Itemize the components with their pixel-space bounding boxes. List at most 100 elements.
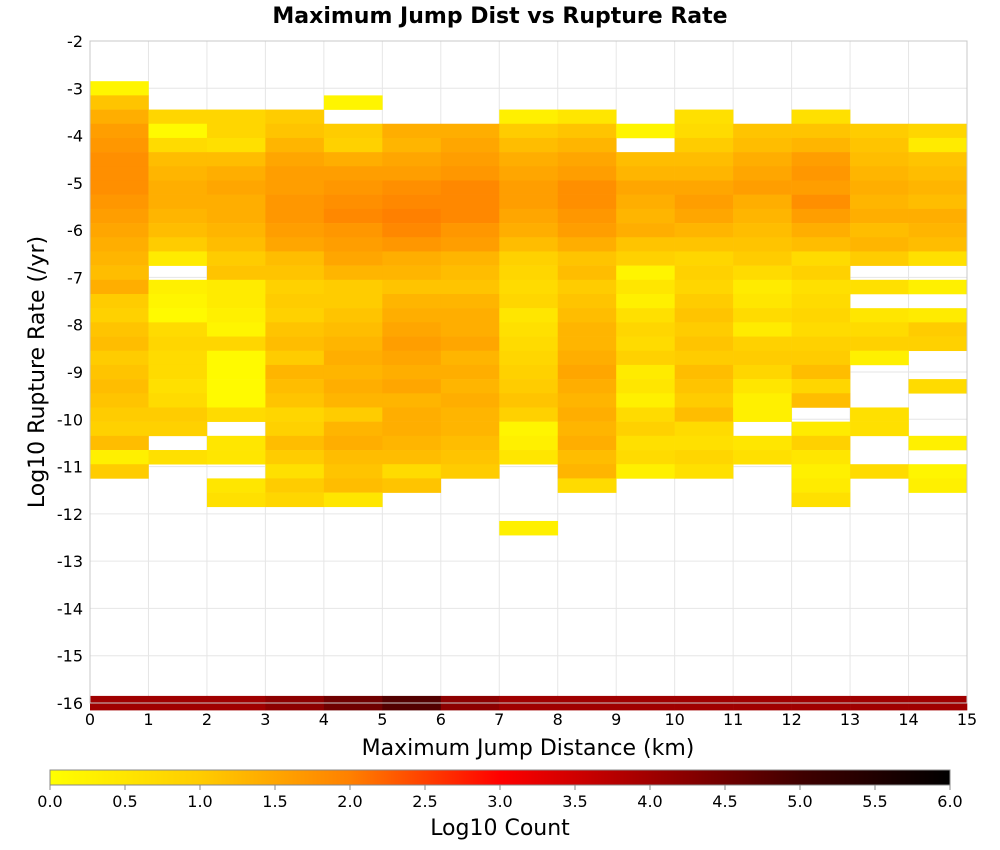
- heatmap-cell: [850, 336, 909, 352]
- heatmap-cell: [791, 279, 851, 295]
- heatmap-cell: [382, 265, 442, 281]
- heatmap-cell: [323, 152, 383, 167]
- heatmap-cell: [616, 123, 675, 139]
- heatmap-cell: [733, 223, 792, 238]
- x-tick-label: 8: [553, 710, 563, 729]
- heatmap-cell: [791, 237, 851, 252]
- heatmap-cell: [733, 265, 792, 281]
- heatmap-cell: [616, 336, 675, 352]
- heatmap-cell: [382, 180, 442, 195]
- colorbar-tick-label: 2.5: [412, 792, 437, 811]
- colorbar-tick-label: 5.0: [787, 792, 812, 811]
- heatmap-cell: [850, 237, 909, 252]
- heatmap-cell: [499, 350, 559, 366]
- heatmap-cell: [90, 109, 149, 125]
- heatmap-cell: [148, 279, 208, 295]
- heatmap-cell: [90, 180, 149, 195]
- heatmap-cell: [908, 223, 968, 238]
- heatmap-cell: [791, 364, 851, 380]
- heatmap-cell: [382, 308, 442, 323]
- colorbar-ticks: 0.0 0.5 1.0 1.5 2.0 2.5 3.0 3.5 4.0 4.5 5.0 5.5 6.0: [37, 785, 963, 811]
- heatmap-cell: [206, 123, 266, 139]
- heatmap-cell: [382, 450, 442, 465]
- colorbar-tick-label: 1.5: [262, 792, 287, 811]
- heatmap-cell: [382, 350, 442, 366]
- heatmap-cell: [791, 464, 851, 479]
- heatmap-cell: [557, 123, 617, 139]
- heatmap-cell: [908, 123, 968, 139]
- colorbar-label: Log10 Count: [430, 816, 570, 841]
- heatmap-cell: [323, 166, 383, 181]
- heatmap-cell: [674, 279, 734, 295]
- heatmap-cells: [90, 81, 968, 711]
- heatmap-cell: [148, 237, 208, 252]
- heatmap-cell: [382, 208, 442, 224]
- heatmap-cell: [440, 237, 500, 252]
- heatmap-cell: [674, 152, 734, 167]
- heatmap-cell: [616, 322, 675, 337]
- heatmap-cell: [148, 152, 208, 167]
- y-tick-label: -15: [57, 647, 83, 666]
- heatmap-cell: [733, 435, 792, 451]
- heatmap-cell: [440, 393, 500, 408]
- heatmap-cell: [733, 166, 792, 181]
- heatmap-cell: [791, 450, 851, 465]
- heatmap-cell: [674, 251, 734, 266]
- heatmap-cell: [733, 336, 792, 352]
- heatmap-cell: [850, 279, 909, 295]
- heatmap-cell: [206, 152, 266, 167]
- heatmap-cell: [557, 223, 617, 238]
- heatmap-cell: [148, 293, 208, 309]
- heatmap-cell: [206, 237, 266, 252]
- heatmap-cell: [616, 421, 675, 437]
- heatmap-cell: [148, 350, 208, 366]
- heatmap-cell: [674, 364, 734, 380]
- heatmap-cell: [499, 265, 559, 281]
- heatmap-cell: [440, 464, 500, 479]
- heatmap-cell: [382, 223, 442, 238]
- heatmap-cell: [499, 393, 559, 408]
- heatmap-cell: [850, 152, 909, 167]
- x-tick-label: 5: [377, 710, 387, 729]
- heatmap-cell: [90, 95, 149, 110]
- heatmap-cell: [674, 123, 734, 139]
- heatmap-cell: [90, 364, 149, 380]
- heatmap-cell: [733, 194, 792, 210]
- x-tick-label: 7: [494, 710, 504, 729]
- heatmap-cell: [674, 109, 734, 125]
- heatmap-cell: [499, 109, 559, 125]
- heatmap-cell: [206, 393, 266, 408]
- heatmap-cell: [674, 293, 734, 309]
- heatmap-cell: [616, 251, 675, 266]
- heatmap-cell: [90, 166, 149, 181]
- heatmap-cell: [733, 251, 792, 266]
- y-tick-label: -11: [57, 458, 83, 477]
- heatmap-cell: [382, 464, 442, 479]
- heatmap-cell: [616, 364, 675, 380]
- heatmap-cell: [499, 336, 559, 352]
- heatmap-cell: [557, 364, 617, 380]
- heatmap-cell: [206, 251, 266, 266]
- heatmap-cell: [791, 265, 851, 281]
- heatmap-cell: [440, 279, 500, 295]
- y-tick-label: -14: [57, 599, 83, 618]
- heatmap-cell: [90, 336, 149, 352]
- heatmap-cell: [206, 223, 266, 238]
- heatmap-cell: [499, 308, 559, 323]
- heatmap-cell: [557, 194, 617, 210]
- y-tick-label: -10: [57, 410, 83, 429]
- heatmap-cell: [265, 208, 325, 224]
- heatmap-cell: [733, 407, 792, 422]
- heatmap-cell: [323, 265, 383, 281]
- heatmap-cell: [850, 464, 909, 479]
- heatmap-cell: [323, 237, 383, 252]
- heatmap-cell: [265, 166, 325, 181]
- x-axis-label: Maximum Jump Distance (km): [362, 736, 695, 761]
- heatmap-cell: [908, 208, 968, 224]
- heatmap-cell: [557, 293, 617, 309]
- heatmap-cell: [265, 265, 325, 281]
- heatmap-cell: [323, 435, 383, 451]
- heatmap-cell: [616, 237, 675, 252]
- heatmap-cell: [206, 180, 266, 195]
